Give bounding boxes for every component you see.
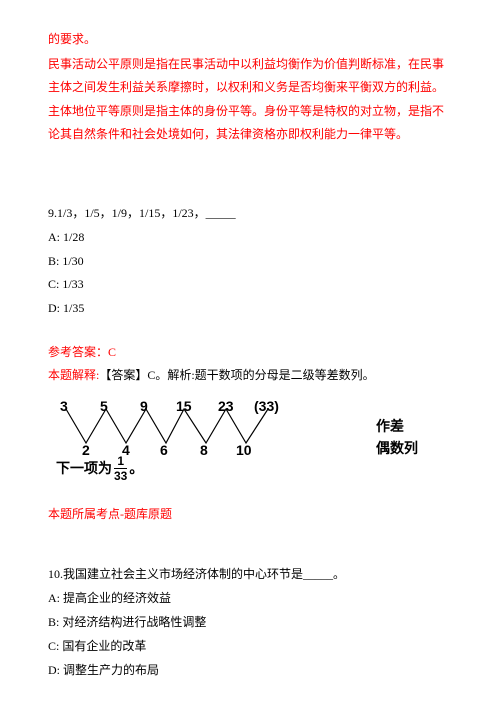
option-text: 1/33: [62, 277, 83, 291]
option-a: A: 提高企业的经济效益: [48, 587, 452, 610]
label-difference: 作差: [376, 415, 418, 437]
option-text: 对经济结构进行战略性调整: [62, 615, 206, 629]
question-number: 10.: [48, 567, 63, 581]
next-term-line: 下一项为 1 33 。: [56, 455, 143, 482]
option-label: B:: [48, 254, 59, 268]
option-label: D:: [48, 301, 60, 315]
answer-value: C: [108, 345, 116, 359]
option-label: A:: [48, 591, 60, 605]
fraction-numerator: 1: [114, 455, 127, 469]
question-10: 10.我国建立社会主义市场经济体制的中心环节是_____。 A: 提高企业的经济…: [48, 563, 452, 681]
bot-num: 8: [200, 437, 208, 464]
option-b: B: 1/30: [48, 250, 452, 273]
option-d: D: 调整生产力的布局: [48, 659, 452, 682]
options-list: A: 提高企业的经济效益 B: 对经济结构进行战略性调整 C: 国有企业的改革 …: [48, 587, 452, 681]
option-label: A:: [48, 230, 60, 244]
option-text: 1/30: [62, 254, 83, 268]
top-num: 3: [60, 393, 68, 420]
explanation-line: 民事活动公平原则是指在民事活动中以利益均衡作为价值判断标准，在民事主体之间发生利…: [48, 53, 452, 99]
prev-explanation-block: 的要求。 民事活动公平原则是指在民事活动中以利益均衡作为价值判断标准，在民事主体…: [48, 28, 452, 146]
solution-body: 【答案】C。解析:题干数项的分母是二级等差数列。: [99, 368, 374, 382]
spacer: [48, 321, 452, 341]
top-num: 23: [218, 393, 234, 420]
question-stem: 1/3，1/5，1/9，1/15，1/23，_____: [57, 206, 236, 220]
next-term-label: 下一项为: [56, 455, 112, 482]
explanation-line: 的要求。: [48, 28, 452, 51]
top-num: 5: [100, 393, 108, 420]
option-text: 提高企业的经济效益: [63, 591, 171, 605]
solution-line: 本题解释:【答案】C。解析:题干数项的分母是二级等差数列。: [48, 364, 452, 387]
side-labels: 作差 偶数列: [376, 415, 418, 460]
option-label: C:: [48, 277, 59, 291]
option-label: D:: [48, 663, 60, 677]
source-line: 本题所属考点-题库原题: [48, 503, 452, 526]
answer-label: 参考答案：: [48, 345, 108, 359]
top-num: 9: [140, 393, 148, 420]
spacer: [48, 148, 452, 202]
option-label: B:: [48, 615, 59, 629]
question-number: 9.: [48, 206, 57, 220]
option-label: C:: [48, 639, 59, 653]
option-text: 调整生产力的布局: [63, 663, 159, 677]
spacer: [48, 525, 452, 563]
top-num: (33): [254, 393, 279, 420]
fraction: 1 33: [114, 455, 127, 482]
explanation-line: 主体地位平等原则是指主体的身份平等。身份平等是特权的对立物，是指不论其自然条件和…: [48, 100, 452, 146]
option-b: B: 对经济结构进行战略性调整: [48, 611, 452, 634]
bot-num: 6: [160, 437, 168, 464]
difference-diagram: 3 5 9 15 23 (33) 2 4 6 8 10 作差 偶数列 下一项为 …: [48, 393, 418, 483]
top-num: 15: [176, 393, 192, 420]
answer-line: 参考答案：C: [48, 341, 452, 364]
option-text: 国有企业的改革: [62, 639, 146, 653]
option-c: C: 1/33: [48, 273, 452, 296]
question-9: 9.1/3，1/5，1/9，1/15，1/23，_____ A: 1/28 B:…: [48, 202, 452, 320]
options-list: A: 1/28 B: 1/30 C: 1/33 D: 1/35: [48, 226, 452, 320]
spacer: [48, 483, 452, 503]
option-c: C: 国有企业的改革: [48, 635, 452, 658]
page-root: 的要求。 民事活动公平原则是指在民事活动中以利益均衡作为价值判断标准，在民事主体…: [0, 0, 500, 702]
solution-prefix: 本题解释:: [48, 368, 99, 382]
option-text: 1/35: [63, 301, 84, 315]
bot-num: 10: [236, 437, 252, 464]
option-a: A: 1/28: [48, 226, 452, 249]
next-term-suffix: 。: [129, 455, 143, 482]
fraction-denominator: 33: [114, 469, 127, 482]
option-text: 1/28: [63, 230, 84, 244]
question-stem: 我国建立社会主义市场经济体制的中心环节是_____。: [63, 567, 345, 581]
option-d: D: 1/35: [48, 297, 452, 320]
label-even-seq: 偶数列: [376, 437, 418, 459]
